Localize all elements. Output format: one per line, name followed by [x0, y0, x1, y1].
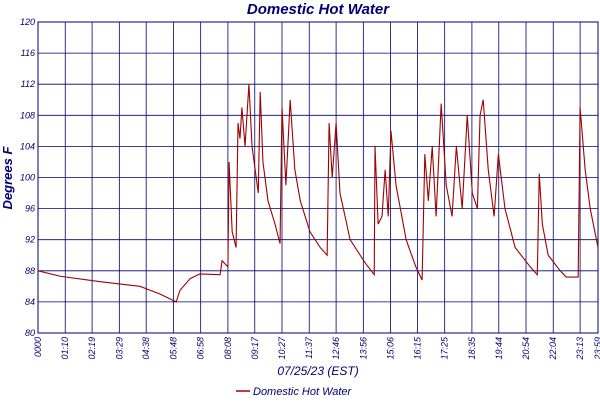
- x-tick-label: 03:29: [114, 337, 124, 360]
- y-tick-label: 92: [25, 235, 35, 245]
- x-tick-label: 13:56: [358, 337, 368, 360]
- y-tick-label: 120: [20, 17, 35, 27]
- x-tick-label: 18:35: [467, 336, 477, 360]
- x-tick-label: 02:19: [87, 337, 97, 360]
- x-tick-label: 17:25: [440, 336, 450, 360]
- x-tick-label: 01:10: [60, 337, 70, 360]
- x-tick-label: 23:59: [593, 337, 600, 361]
- y-tick-label: 96: [25, 204, 35, 214]
- x-tick-label: 20:54: [521, 337, 531, 361]
- x-tick-label: 23:13: [575, 337, 585, 361]
- y-axis-label: Degrees F: [0, 146, 15, 210]
- x-tick-label: 05:48: [168, 337, 178, 360]
- legend-label: Domestic Hot Water: [253, 386, 353, 398]
- y-tick-label: 116: [21, 48, 35, 58]
- chart-title: Domestic Hot Water: [247, 1, 390, 18]
- x-tick-label: 22:04: [548, 337, 558, 361]
- x-tick-label: 09:17: [250, 336, 260, 360]
- x-tick-label: 16:15: [412, 336, 422, 360]
- x-tick-label: 15:06: [386, 337, 396, 360]
- y-tick-label: 80: [25, 328, 35, 338]
- y-tick-label: 100: [20, 173, 35, 183]
- x-tick-label: 0000: [33, 337, 43, 357]
- x-tick-label: 12:46: [331, 337, 341, 360]
- x-axis-label: 07/25/23 (EST): [277, 364, 358, 378]
- x-tick-label: 11:37: [304, 336, 314, 359]
- y-tick-label: 88: [25, 266, 35, 276]
- data-line: [37, 84, 599, 303]
- x-tick-label: 08:08: [223, 337, 233, 360]
- y-tick-label: 108: [20, 110, 35, 120]
- y-tick-label: 112: [21, 79, 35, 89]
- x-tick-label: 04:38: [141, 337, 151, 360]
- x-tick-label: 19:44: [494, 337, 504, 360]
- y-tick-label: 104: [20, 141, 35, 151]
- y-tick-label: 84: [25, 297, 35, 307]
- x-tick-label: 10:27: [277, 336, 287, 360]
- x-tick-label: 06:58: [196, 337, 206, 360]
